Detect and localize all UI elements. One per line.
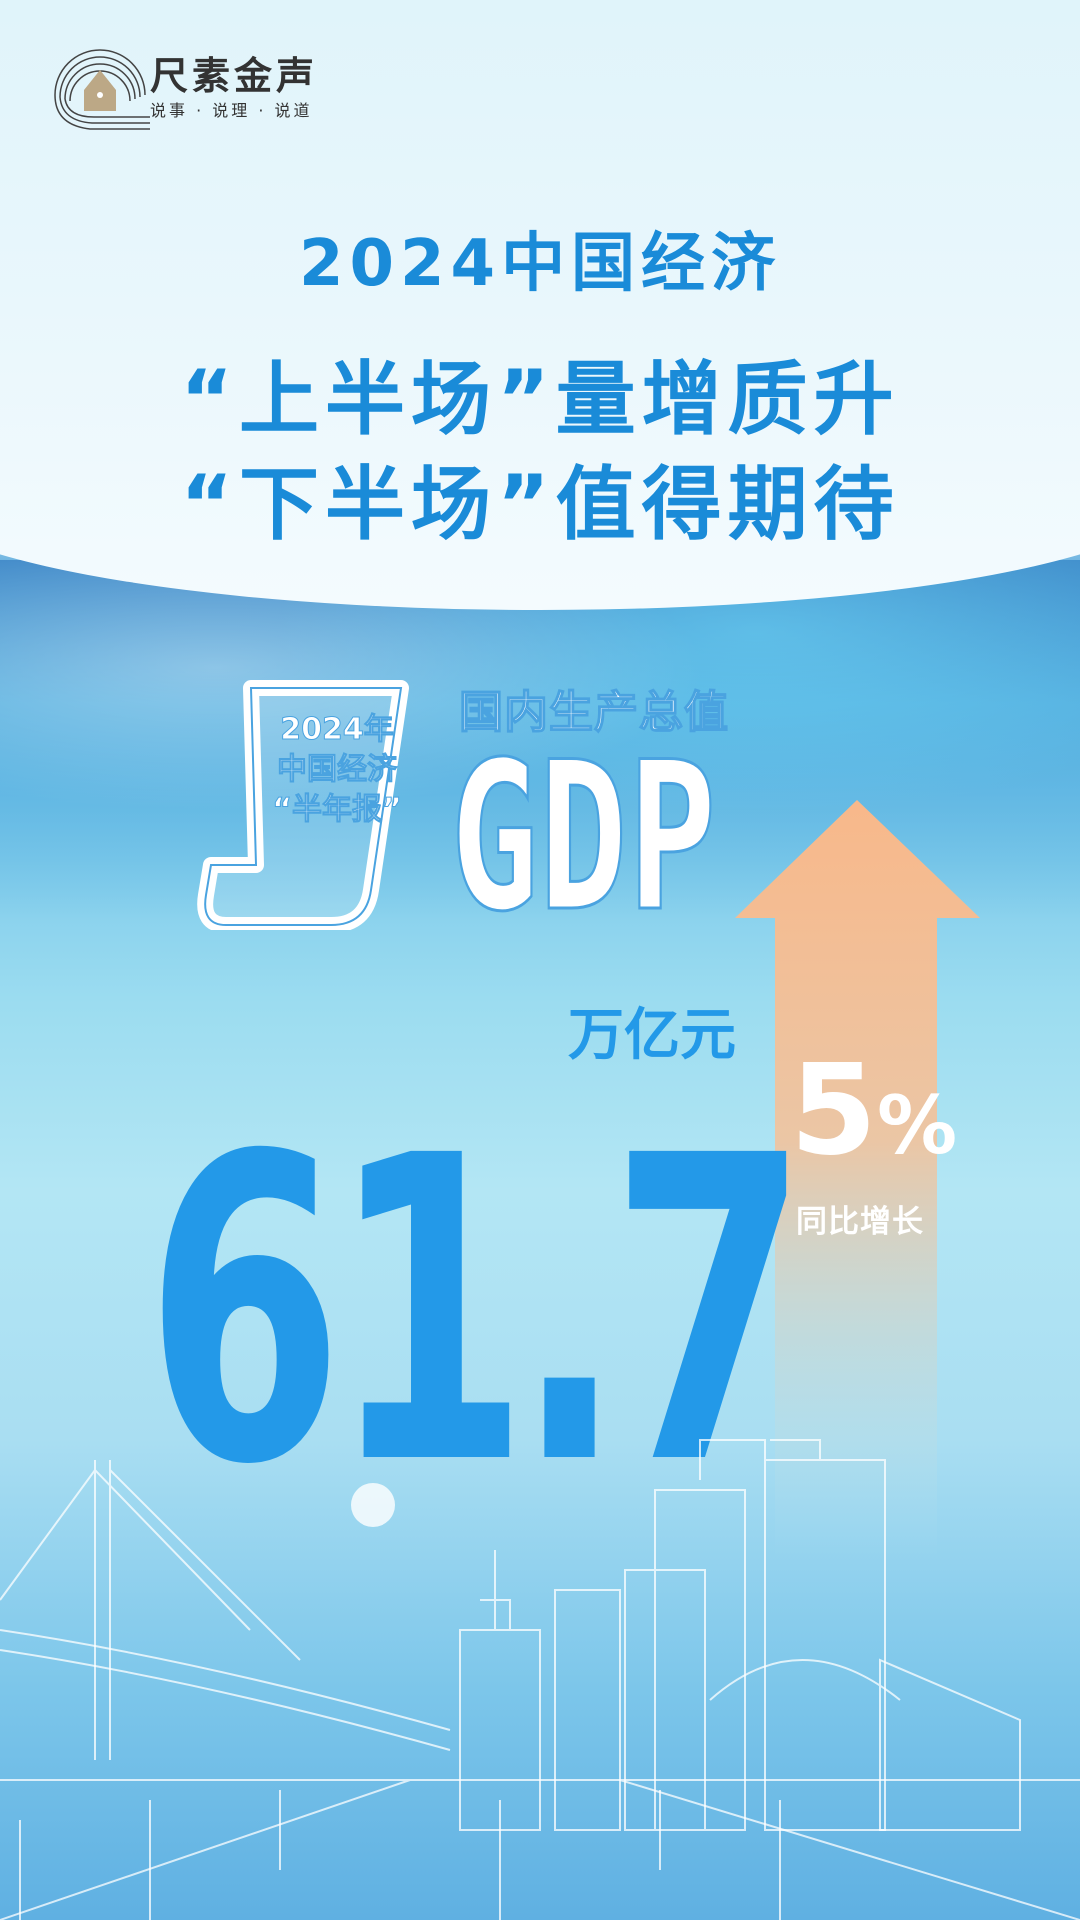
half-year-report-badge: 2024年 中国经济 “半年报” xyxy=(262,710,412,830)
growth-rate: 5% xyxy=(790,1038,957,1183)
logo-name: 尺素金声 xyxy=(150,54,319,98)
logo-emblem-icon xyxy=(54,49,340,130)
badge-subject: 中国经济 xyxy=(277,752,398,788)
title-line-3: “下半场”值得期待 xyxy=(180,458,900,551)
gdp-value: 61.7 xyxy=(145,1068,809,1557)
scroll-icon xyxy=(197,680,409,930)
title-line-2: “上半场”量增质升 xyxy=(180,353,900,446)
title-line-1: 2024中国经济 xyxy=(298,227,782,301)
logo-tagline: 说事 · 说理 · 说道 xyxy=(150,101,313,120)
city-skyline-illustration xyxy=(0,1439,1080,1920)
growth-percent-sign: % xyxy=(876,1079,958,1172)
growth-arrow-icon xyxy=(735,800,980,1560)
growth-value: 5 xyxy=(790,1038,877,1183)
gdp-label: 国内生产总值 xyxy=(458,686,729,739)
growth-label: 同比增长 xyxy=(796,1204,924,1240)
badge-year: 2024年 xyxy=(280,712,395,748)
gdp-abbr: GDP xyxy=(449,719,718,957)
logo: 尺素金声 说事 · 说理 · 说道 xyxy=(50,45,350,140)
header-panel xyxy=(0,0,1080,610)
badge-report: “半年报” xyxy=(272,792,402,828)
gdp-unit: 万亿元 xyxy=(568,1003,736,1068)
